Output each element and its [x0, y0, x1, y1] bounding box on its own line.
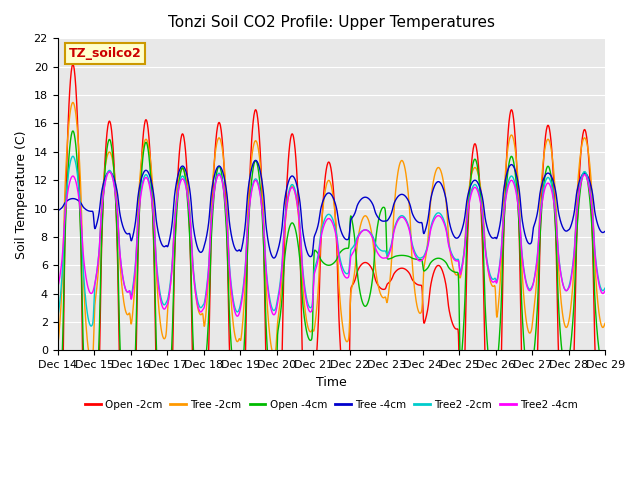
Tree -4cm [270, 255, 278, 261]
Line: Tree -2cm: Tree -2cm [58, 102, 605, 360]
Open -2cm [237, 455, 245, 460]
Legend: Open -2cm, Tree -2cm, Open -4cm, Tree -4cm, Tree2 -2cm, Tree2 -4cm: Open -2cm, Tree -2cm, Open -4cm, Tree -4… [81, 396, 582, 414]
Open -4cm [237, 382, 245, 387]
Tree -2cm [237, 333, 245, 339]
Tree2 -4cm [176, 181, 184, 187]
Line: Open -2cm: Open -2cm [58, 65, 605, 480]
Tree -4cm [602, 228, 609, 234]
Tree -4cm [417, 220, 425, 226]
Tree -2cm [537, 184, 545, 190]
Line: Tree2 -2cm: Tree2 -2cm [58, 156, 605, 326]
Open -4cm [54, 435, 61, 441]
Tree2 -2cm [489, 276, 497, 282]
Y-axis label: Soil Temperature (C): Soil Temperature (C) [15, 130, 28, 259]
Tree -2cm [489, 283, 497, 289]
Tree -4cm [489, 235, 497, 241]
Open -2cm [176, 142, 184, 148]
Open -2cm [602, 447, 609, 453]
Tree2 -2cm [237, 296, 245, 302]
Tree -4cm [175, 168, 183, 173]
Tree2 -2cm [537, 204, 545, 209]
Tree -4cm [54, 208, 61, 214]
Tree2 -4cm [106, 169, 113, 175]
Tree -4cm [537, 185, 545, 191]
Tree2 -4cm [602, 288, 609, 293]
Tree -2cm [69, 99, 77, 105]
Tree2 -4cm [237, 300, 245, 306]
Tree -2cm [417, 310, 425, 315]
Tree -4cm [252, 157, 259, 163]
Open -2cm [537, 209, 545, 215]
Tree -2cm [602, 320, 609, 325]
Tree -2cm [176, 170, 184, 176]
Tree -2cm [87, 357, 95, 363]
Title: Tonzi Soil CO2 Profile: Upper Temperatures: Tonzi Soil CO2 Profile: Upper Temperatur… [168, 15, 495, 30]
Tree2 -4cm [417, 258, 425, 264]
Text: TZ_soilco2: TZ_soilco2 [68, 47, 141, 60]
Open -2cm [417, 282, 425, 288]
Open -2cm [489, 477, 497, 480]
Open -4cm [163, 426, 171, 432]
Line: Open -4cm: Open -4cm [58, 131, 605, 455]
Open -4cm [176, 172, 184, 178]
Open -4cm [602, 357, 609, 362]
Tree2 -4cm [489, 279, 497, 285]
Line: Tree2 -4cm: Tree2 -4cm [58, 172, 605, 316]
Tree2 -2cm [176, 177, 184, 183]
Open -2cm [69, 62, 77, 68]
Tree2 -2cm [163, 299, 171, 304]
Tree2 -4cm [163, 303, 170, 309]
Open -4cm [87, 452, 95, 458]
Tree2 -2cm [87, 323, 95, 329]
Tree2 -2cm [602, 285, 609, 290]
Tree -4cm [237, 249, 244, 254]
X-axis label: Time: Time [316, 376, 347, 389]
Tree2 -2cm [54, 314, 61, 320]
Tree -2cm [54, 344, 61, 349]
Tree -2cm [163, 322, 171, 327]
Tree2 -4cm [234, 313, 241, 319]
Open -4cm [417, 257, 425, 263]
Tree2 -2cm [417, 255, 425, 261]
Open -4cm [537, 216, 545, 222]
Line: Tree -4cm: Tree -4cm [58, 160, 605, 258]
Tree2 -4cm [537, 208, 545, 214]
Tree -4cm [162, 243, 170, 249]
Open -4cm [69, 128, 77, 134]
Open -4cm [489, 381, 497, 387]
Tree2 -4cm [54, 285, 61, 290]
Tree2 -2cm [69, 154, 77, 159]
